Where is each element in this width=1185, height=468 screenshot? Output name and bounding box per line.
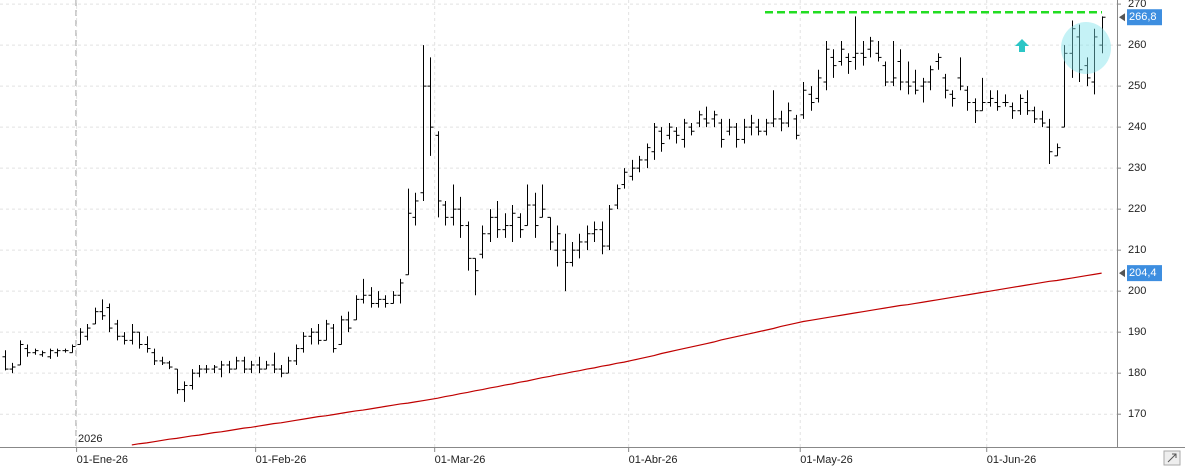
y-tick-label: 180 [1128,367,1146,379]
y-tick-label: 200 [1128,285,1146,297]
scale-icon [1167,453,1177,463]
price-label-box [1127,9,1162,26]
y-tick-label: 220 [1128,203,1146,215]
price-marker [1119,13,1125,22]
y-tick-label: 260 [1128,39,1146,51]
price-label: 204,4 [1129,267,1157,279]
y-tick-label: 250 [1128,80,1146,92]
x-tick-label: 01-Abr-26 [629,454,678,466]
y-tick-label: 270 [1128,0,1146,10]
x-tick-label: 01-Mar-26 [435,454,486,466]
price-label: 266,8 [1129,11,1157,23]
y-tick-label: 170 [1128,408,1146,420]
year-label: 2026 [78,433,102,445]
moving-average [131,272,1102,446]
price-label-box [1127,265,1162,282]
y-tick-label: 190 [1128,326,1146,338]
x-tick-label: 01-May-26 [800,454,853,466]
x-tick-label: 01-Feb-26 [256,454,307,466]
y-tick-label: 210 [1128,244,1146,256]
y-tick-label: 240 [1128,121,1146,133]
price-marker [1119,269,1125,278]
y-tick-label: 230 [1128,162,1146,174]
x-tick-label: 01-Jun-26 [987,454,1037,466]
x-tick-label: 01-Ene-26 [77,454,128,466]
up-arrow [1015,39,1029,52]
plot: 170 180 190 200 210 220 230 240 250 260 270 01-Ene-… [0,0,1162,466]
highlight-circle [1061,22,1111,74]
